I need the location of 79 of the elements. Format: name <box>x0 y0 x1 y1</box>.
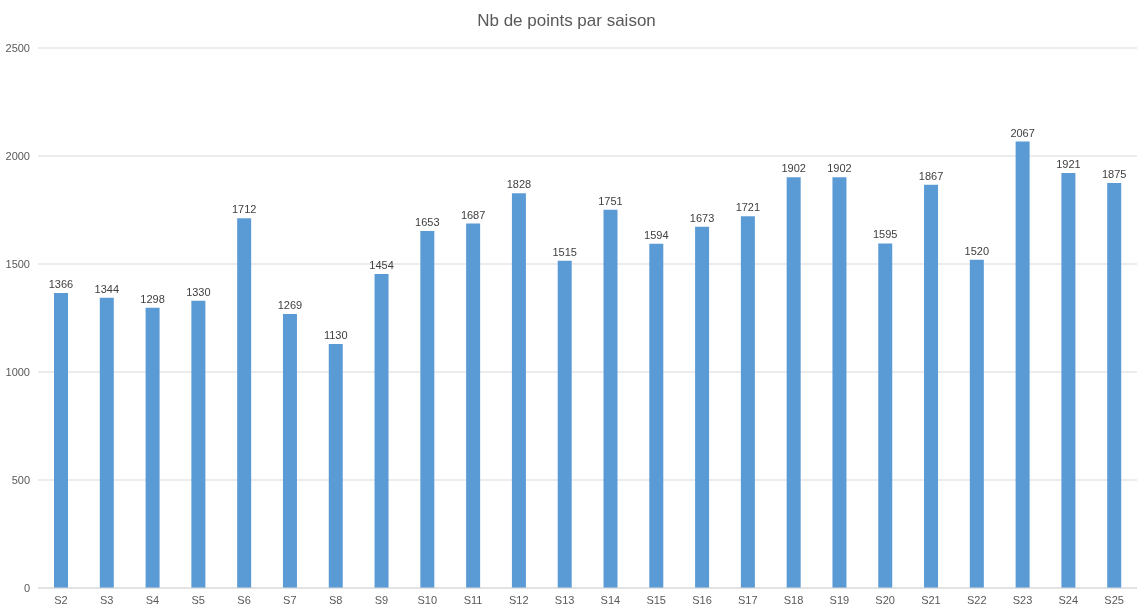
x-tick-label: S20 <box>875 593 895 606</box>
bar <box>1061 173 1076 588</box>
bar <box>54 292 68 588</box>
bar <box>511 193 526 588</box>
data-label: 1875 <box>1101 168 1127 180</box>
bar <box>328 343 343 588</box>
bar <box>420 230 435 588</box>
x-tick-label: S5 <box>191 593 206 606</box>
x-tick-label: S2 <box>54 593 68 606</box>
x-tick-label: S7 <box>283 593 297 606</box>
data-label: 1344 <box>94 282 120 295</box>
data-label: 1902 <box>781 162 806 175</box>
bar <box>237 218 252 588</box>
bar <box>557 260 572 588</box>
y-tick-label: 0 <box>23 581 30 594</box>
chart-title: Nb de points par saison <box>476 10 657 32</box>
x-tick-label: S16 <box>692 593 712 606</box>
x-tick-label: S24 <box>1058 593 1079 606</box>
y-tick-label: 2000 <box>5 149 30 162</box>
bar <box>191 300 206 588</box>
bar <box>878 243 893 588</box>
x-tick-label: S12 <box>509 593 529 606</box>
data-label: 1366 <box>48 277 74 290</box>
data-label: 1298 <box>140 292 165 305</box>
data-label: 1721 <box>735 201 761 214</box>
x-tick-label: S13 <box>554 593 575 606</box>
bar <box>969 259 984 588</box>
x-tick-label: S11 <box>463 593 483 606</box>
bar <box>832 177 847 588</box>
data-label: 1330 <box>186 285 211 298</box>
bar <box>695 226 710 588</box>
bar <box>374 273 389 588</box>
data-label: 1130 <box>323 328 348 341</box>
data-label: 1921 <box>1056 158 1081 171</box>
data-label: 1520 <box>964 244 990 257</box>
data-label: 1594 <box>644 228 669 241</box>
data-label: 1595 <box>873 228 898 241</box>
data-label: 1687 <box>460 208 486 221</box>
data-label: 2067 <box>1010 126 1035 139</box>
bar <box>1107 183 1122 588</box>
x-tick-label: S9 <box>374 593 389 606</box>
bar <box>99 297 114 588</box>
x-tick-label: S6 <box>237 593 251 606</box>
x-tick-label: S15 <box>646 593 666 606</box>
bar <box>603 209 618 588</box>
x-tick-label: S22 <box>966 593 987 606</box>
y-tick-label: 1500 <box>5 257 30 270</box>
data-label: 1653 <box>415 215 440 228</box>
y-tick-label: 2500 <box>5 41 30 54</box>
x-tick-label: S19 <box>829 593 850 606</box>
x-tick-label: S3 <box>99 593 114 606</box>
data-label: 1673 <box>689 211 715 224</box>
x-tick-label: S14 <box>600 593 621 606</box>
data-label: 1828 <box>506 178 532 191</box>
bar <box>282 313 297 588</box>
x-tick-label: S10 <box>417 593 438 606</box>
data-label: 1269 <box>277 298 303 311</box>
bar <box>145 307 160 588</box>
data-label: 1902 <box>827 162 852 175</box>
bar <box>466 223 481 588</box>
data-label: 1751 <box>598 194 623 207</box>
data-label: 1454 <box>369 258 394 271</box>
bar <box>1015 141 1030 588</box>
bar <box>786 177 801 588</box>
data-label: 1515 <box>552 245 577 258</box>
y-tick-label: 500 <box>11 473 30 486</box>
x-tick-label: S8 <box>328 593 343 606</box>
x-tick-label: S17 <box>737 593 758 606</box>
x-tick-label: S25 <box>1104 593 1124 606</box>
data-label: 1867 <box>918 169 944 182</box>
bar <box>740 216 755 588</box>
x-tick-label: S21 <box>921 593 941 606</box>
data-label: 1712 <box>231 203 257 216</box>
x-tick-label: S18 <box>783 593 804 606</box>
x-tick-label: S23 <box>1012 593 1033 606</box>
bar <box>649 243 664 588</box>
bar <box>924 184 939 588</box>
x-tick-label: S4 <box>145 593 160 606</box>
y-tick-label: 1000 <box>5 365 30 378</box>
